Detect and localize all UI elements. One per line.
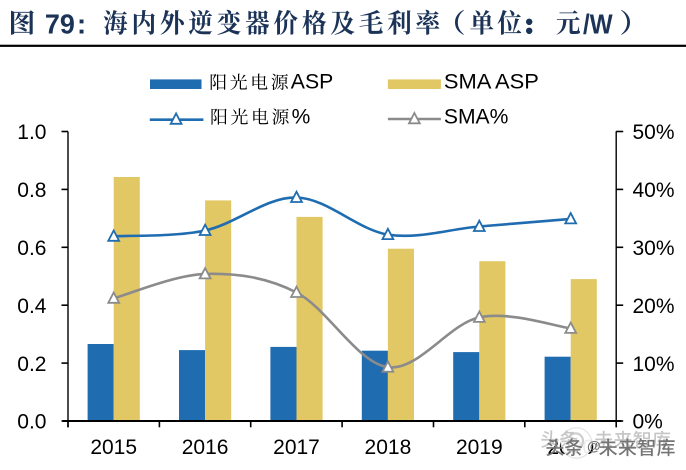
svg-text::: :	[77, 9, 86, 40]
svg-text:2018: 2018	[365, 436, 412, 459]
svg-text:0.6: 0.6	[17, 237, 46, 260]
svg-text:ASP: ASP	[291, 71, 334, 94]
svg-text:0.4: 0.4	[17, 295, 47, 318]
svg-text:@: @	[587, 438, 601, 454]
svg-text:SMA%: SMA%	[444, 105, 509, 128]
svg-text:79: 79	[45, 9, 75, 40]
svg-text:2015: 2015	[90, 436, 137, 459]
svg-text:SMA ASP: SMA ASP	[444, 71, 539, 94]
svg-text:30%: 30%	[633, 237, 675, 260]
svg-text:0.8: 0.8	[17, 179, 46, 202]
svg-text:50%: 50%	[633, 121, 675, 144]
svg-text:1.0: 1.0	[17, 121, 46, 144]
svg-text:2019: 2019	[456, 436, 503, 459]
svg-text:/W: /W	[583, 9, 613, 40]
svg-text:40%: 40%	[633, 179, 675, 202]
svg-text:0.0: 0.0	[17, 411, 46, 434]
svg-text:%: %	[292, 105, 311, 128]
svg-text:10%: 10%	[633, 353, 675, 376]
svg-text:20%: 20%	[633, 295, 675, 318]
svg-text:0.2: 0.2	[17, 353, 46, 376]
svg-text:2017: 2017	[273, 436, 320, 459]
svg-text:0%: 0%	[633, 411, 663, 434]
svg-text:2016: 2016	[182, 436, 229, 459]
